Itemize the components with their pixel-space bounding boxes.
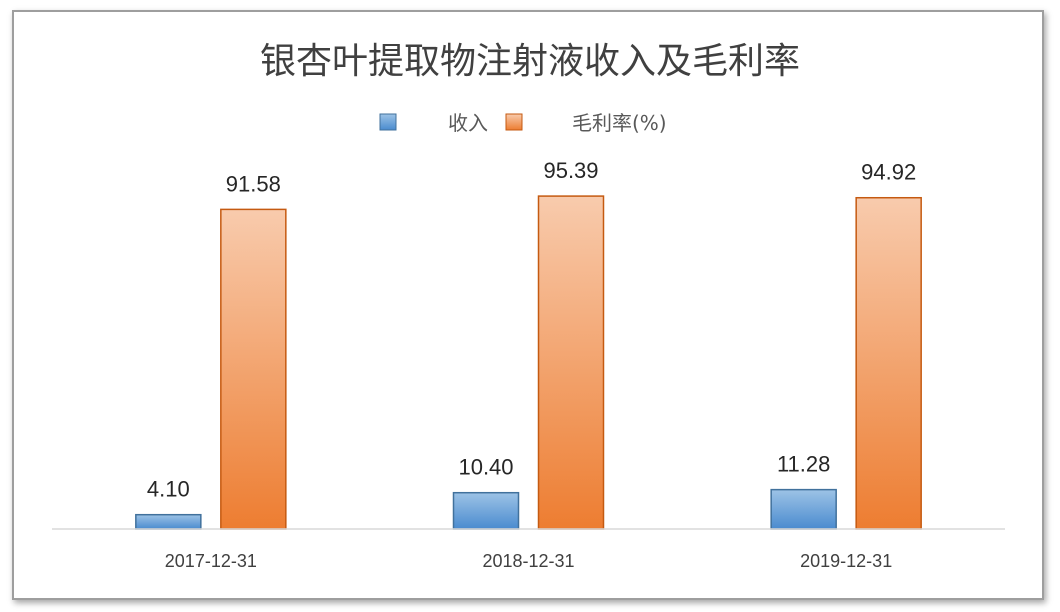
data-label-margin-2019-12-31: 94.92 — [861, 160, 916, 185]
data-label-revenue-2019-12-31: 11.28 — [777, 452, 830, 477]
x-tick-label-2019-12-31: 2019-12-31 — [800, 551, 892, 571]
legend-swatch-margin — [505, 113, 523, 131]
x-tick-label-2017-12-31: 2017-12-31 — [165, 551, 257, 571]
data-label-revenue-2018-12-31: 10.40 — [458, 455, 513, 480]
bar-revenue-2017-12-31 — [135, 513, 202, 530]
bar-margin-2018-12-31 — [537, 195, 605, 530]
data-label-margin-2018-12-31: 95.39 — [543, 158, 598, 183]
bar-margin-2017-12-31 — [220, 208, 287, 530]
legend-swatch-revenue — [379, 113, 397, 131]
data-label-margin-2017-12-31: 91.58 — [226, 171, 281, 196]
chart-title: 银杏叶提取物注射液收入及毛利率 — [260, 41, 800, 82]
bar-revenue-2018-12-31 — [452, 491, 520, 530]
data-label-revenue-2017-12-31: 4.10 — [147, 477, 190, 502]
bar-revenue-2019-12-31 — [770, 488, 837, 530]
legend: 收入 毛利率(%) — [379, 111, 667, 135]
plot-area: 4.10 91.58 2017-12-31 10.40 95.39 2018-12-31 1… — [135, 158, 922, 571]
legend-label-revenue: 收入 — [448, 111, 488, 135]
bar-margin-2019-12-31 — [855, 196, 922, 530]
x-tick-label-2018-12-31: 2018-12-31 — [482, 551, 574, 571]
legend-label-margin: 毛利率(%) — [572, 111, 667, 135]
